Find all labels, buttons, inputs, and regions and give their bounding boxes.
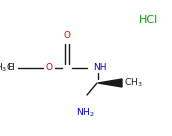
Text: O: O [46, 64, 52, 72]
Text: H: H [7, 64, 14, 72]
Polygon shape [98, 79, 122, 87]
Text: NH$_2$: NH$_2$ [76, 107, 94, 119]
Text: O: O [63, 30, 71, 39]
Text: HCl: HCl [138, 15, 158, 25]
Text: CH$_3$: CH$_3$ [124, 77, 143, 89]
Text: NH: NH [93, 63, 106, 72]
Text: H$_3$C: H$_3$C [0, 62, 14, 74]
